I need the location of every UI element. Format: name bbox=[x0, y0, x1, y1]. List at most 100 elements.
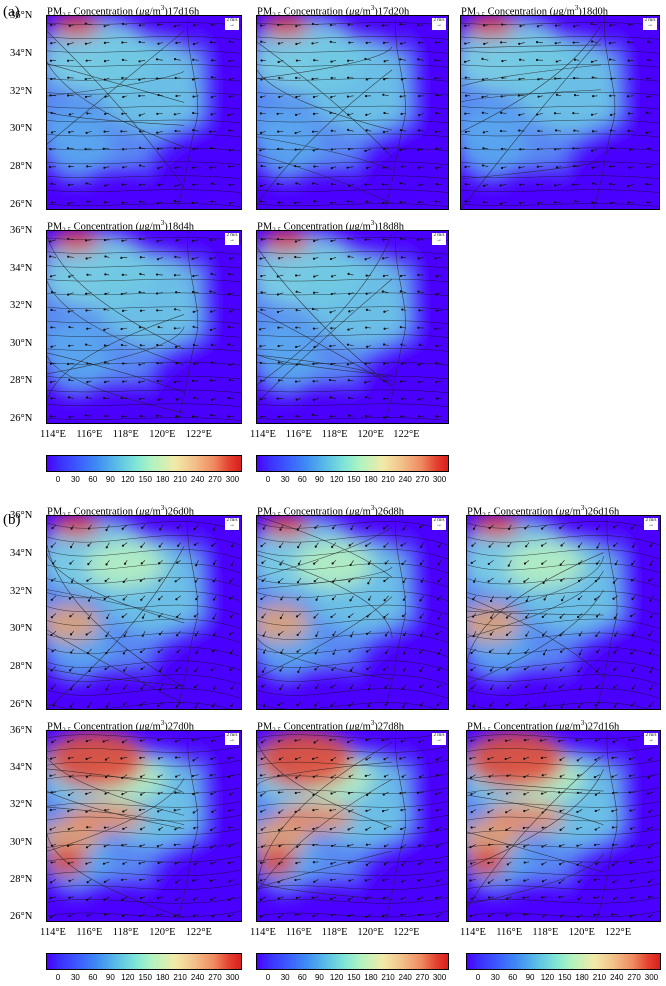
wind-arrow-head bbox=[156, 131, 159, 134]
wind-arrow-head bbox=[330, 758, 333, 762]
wind-arrow-head bbox=[383, 579, 386, 583]
streamline bbox=[47, 175, 241, 179]
latitude-tick-label: 28°N bbox=[10, 161, 33, 173]
wind-arrow-head bbox=[416, 791, 420, 794]
wind-arrow-head bbox=[488, 828, 492, 831]
wind-arrow-head bbox=[277, 580, 281, 584]
wind-arrow-head bbox=[590, 60, 593, 63]
concentration-field bbox=[47, 731, 241, 921]
wind-arrow-head bbox=[103, 239, 107, 242]
wind-arrow-head bbox=[332, 527, 335, 530]
colorbar-tick-label: 240 bbox=[190, 475, 205, 484]
wind-reference-arrow: → bbox=[648, 737, 654, 743]
wind-arrow-head bbox=[50, 326, 53, 329]
streamline bbox=[257, 632, 448, 644]
streamline bbox=[461, 22, 659, 26]
wind-arrow-head bbox=[542, 653, 546, 656]
wind-arrow-head bbox=[176, 561, 179, 564]
wind-arrow-head bbox=[158, 545, 161, 548]
wind-arrow-head bbox=[210, 413, 213, 417]
wind-arrow-head bbox=[259, 398, 262, 401]
wind-arrow-head bbox=[330, 201, 333, 204]
wind-arrow-head bbox=[469, 757, 472, 760]
wind-arrow-head bbox=[506, 774, 509, 777]
wind-arrow-head bbox=[472, 527, 475, 530]
colorbar-tick-label: 120 bbox=[540, 973, 555, 982]
wind-arrow-head bbox=[627, 201, 630, 204]
wind-arrow-head bbox=[313, 741, 316, 744]
wind-arrow-head bbox=[365, 758, 368, 761]
wind-arrow-head bbox=[578, 653, 581, 656]
colorbar-tick-label: 300 bbox=[225, 973, 240, 982]
wind-arrow-head bbox=[194, 564, 198, 567]
wind-arrow-head bbox=[173, 199, 176, 203]
wind-arrow-head bbox=[314, 652, 317, 655]
wind-arrow-head bbox=[229, 668, 232, 671]
wind-arrow-head bbox=[174, 862, 177, 865]
wind-arrow-head bbox=[158, 828, 161, 831]
wind-arrow-head bbox=[313, 239, 316, 243]
wind-arrow-head bbox=[191, 78, 195, 81]
streamline bbox=[47, 732, 241, 739]
wind-arrow-head bbox=[84, 22, 87, 25]
wind-arrow-head bbox=[487, 881, 490, 884]
wind-arrow-head bbox=[103, 166, 106, 169]
wind-arrow-head bbox=[364, 258, 367, 261]
wind-reference-box: 2 m/s → bbox=[432, 18, 446, 30]
wind-arrow-head bbox=[192, 58, 195, 61]
wind-arrow-head bbox=[649, 563, 652, 566]
wind-arrow-head bbox=[278, 257, 281, 260]
wind-arrow-head bbox=[139, 309, 143, 312]
wind-arrow-head bbox=[540, 544, 544, 547]
wind-arrow-head bbox=[541, 811, 544, 814]
colorbar-tick-label: 120 bbox=[121, 973, 135, 982]
wind-arrow-head bbox=[609, 24, 612, 27]
boundary-line bbox=[257, 881, 393, 900]
wind-arrow-head bbox=[383, 845, 387, 848]
streamline bbox=[47, 897, 241, 904]
longitude-tick-label: 122°E bbox=[604, 927, 632, 938]
wind-arrow-head bbox=[331, 668, 334, 671]
wind-arrow-head bbox=[260, 544, 263, 548]
wind-arrow-head bbox=[193, 615, 197, 618]
wind-arrow-head bbox=[174, 740, 177, 743]
wind-arrow-head bbox=[611, 810, 614, 813]
wind-arrow-head bbox=[139, 256, 142, 259]
concentration-field bbox=[47, 231, 241, 423]
wind-arrow-head bbox=[296, 687, 299, 690]
wind-arrow-head bbox=[488, 896, 491, 899]
colorbar-tick-label: 270 bbox=[415, 973, 430, 982]
streamline bbox=[257, 660, 448, 671]
wind-arrow-head bbox=[227, 757, 230, 760]
wind-arrow-head bbox=[121, 544, 125, 547]
wind-arrow-head bbox=[399, 326, 402, 329]
wind-arrow-head bbox=[173, 381, 177, 384]
wind-arrow-head bbox=[648, 705, 651, 708]
wind-arrow-head bbox=[139, 703, 142, 707]
streamline bbox=[257, 856, 448, 863]
wind-arrow-head bbox=[595, 527, 599, 531]
wind-arrow-head bbox=[211, 705, 214, 708]
wind-arrow-head bbox=[483, 24, 486, 27]
wind-arrow-head bbox=[210, 113, 213, 116]
wind-arrow-head bbox=[435, 361, 438, 365]
streamline bbox=[461, 119, 659, 124]
wind-arrow-head bbox=[85, 633, 88, 636]
wind-arrow-head bbox=[192, 811, 195, 814]
wind-arrow-head bbox=[535, 113, 539, 116]
streamline bbox=[461, 91, 659, 96]
streamline bbox=[461, 189, 659, 193]
wind-arrow-head bbox=[400, 362, 403, 365]
streamline bbox=[257, 618, 448, 630]
wind-arrow-head bbox=[348, 41, 351, 44]
wind-reference-label: 2 m/s bbox=[433, 518, 445, 523]
wind-arrow-head bbox=[542, 915, 545, 918]
wind-arrow-head bbox=[84, 95, 88, 99]
wind-arrow-head bbox=[120, 256, 123, 259]
wind-arrow-head bbox=[173, 327, 176, 330]
wind-arrow-head bbox=[278, 545, 282, 548]
streamline bbox=[47, 604, 241, 616]
wind-arrow-head bbox=[85, 810, 88, 813]
streamline bbox=[257, 175, 448, 179]
wind-arrow-head bbox=[70, 651, 73, 654]
